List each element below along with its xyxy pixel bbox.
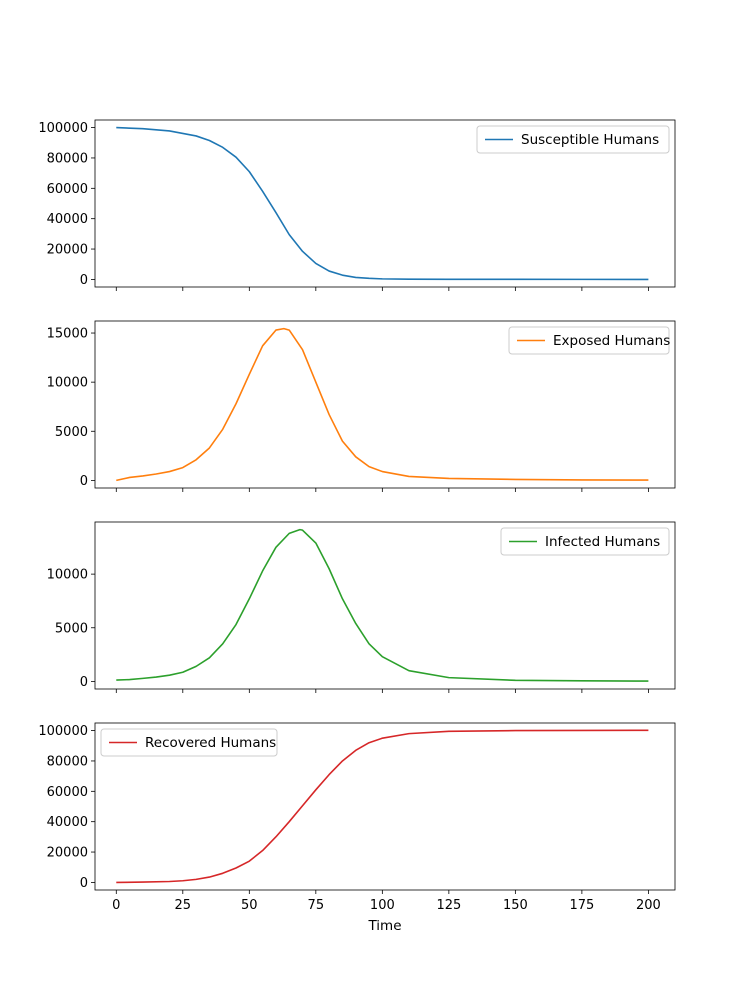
y-tick-label: 5000 bbox=[55, 621, 88, 636]
y-tick-label: 15000 bbox=[47, 327, 88, 342]
x-axis-label: Time bbox=[367, 918, 401, 934]
axes-frame bbox=[94, 521, 676, 690]
y-tick-label: 80000 bbox=[47, 151, 88, 166]
y-tick-label: 0 bbox=[80, 876, 88, 891]
y-tick-label: 40000 bbox=[47, 815, 88, 830]
y-tick-label: 0 bbox=[80, 273, 88, 288]
x-tick-label: 25 bbox=[175, 898, 192, 913]
series-line bbox=[116, 729, 649, 884]
y-tick-label: 20000 bbox=[47, 846, 88, 861]
legend-box bbox=[476, 125, 670, 154]
y-tick-label: 60000 bbox=[47, 182, 88, 197]
x-tick-label: 175 bbox=[569, 898, 594, 913]
y-tick-label: 10000 bbox=[47, 568, 88, 583]
legend: Susceptible Humans bbox=[476, 125, 670, 154]
legend-label: Recovered Humans bbox=[145, 735, 276, 751]
legend-box bbox=[100, 728, 278, 757]
legend: Recovered Humans bbox=[100, 728, 278, 757]
subplot-1: 0 20000 40000 60000 80000 100000 Susceptible H… bbox=[38, 119, 676, 291]
y-tick-label: 10000 bbox=[47, 376, 88, 391]
y-tick-label: 5000 bbox=[55, 425, 88, 440]
axes-frame bbox=[94, 320, 676, 489]
y-tick-label: 0 bbox=[80, 474, 88, 489]
x-tick-label: 200 bbox=[636, 898, 661, 913]
series-line bbox=[116, 528, 649, 682]
legend-label: Infected Humans bbox=[545, 534, 660, 550]
y-tick-label: 40000 bbox=[47, 212, 88, 227]
legend-label: Susceptible Humans bbox=[521, 132, 659, 148]
legend-label: Exposed Humans bbox=[553, 333, 670, 349]
y-tick-label: 100000 bbox=[38, 121, 88, 136]
subplot-2: 0 5000 10000 15000 Exposed Humans bbox=[47, 320, 676, 492]
axes-frame bbox=[94, 119, 676, 288]
x-tick-label: 75 bbox=[308, 898, 325, 913]
legend-box bbox=[500, 527, 670, 556]
legend: Exposed Humans bbox=[508, 326, 670, 355]
series-line bbox=[116, 126, 649, 281]
legend-box bbox=[508, 326, 670, 355]
y-tick-label: 80000 bbox=[47, 754, 88, 769]
axes-frame bbox=[94, 722, 676, 891]
x-tick-label: 0 bbox=[112, 898, 120, 913]
x-tick-label: 100 bbox=[370, 898, 395, 913]
x-tick-label: 125 bbox=[436, 898, 461, 913]
legend: Infected Humans bbox=[500, 527, 670, 556]
subplot-4: 0 20000 40000 60000 80000 100000 0 25 50 75 100 125… bbox=[38, 722, 676, 934]
y-tick-label: 60000 bbox=[47, 785, 88, 800]
x-tick-label: 50 bbox=[241, 898, 258, 913]
y-tick-label: 100000 bbox=[38, 724, 88, 739]
series-line bbox=[116, 327, 649, 482]
x-tick-label: 150 bbox=[503, 898, 528, 913]
subplot-3: 0 5000 10000 Infected Humans bbox=[47, 521, 676, 693]
y-tick-label: 0 bbox=[80, 675, 88, 690]
y-tick-label: 20000 bbox=[47, 243, 88, 258]
